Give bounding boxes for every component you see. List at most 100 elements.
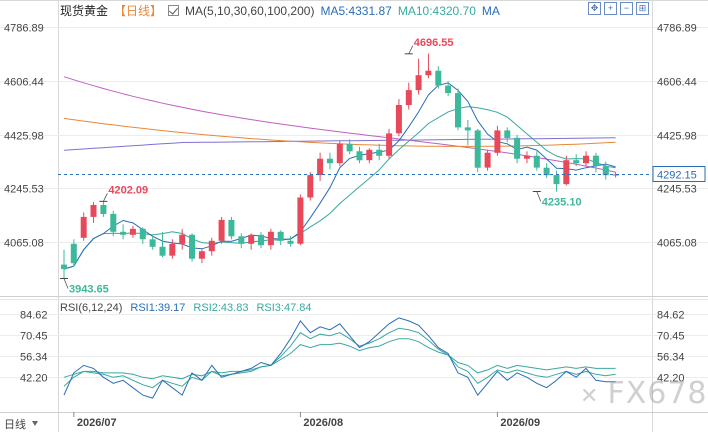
price-tick-left: 4606.44 xyxy=(4,77,44,89)
rsi-tick-right: 56.34 xyxy=(657,352,685,364)
ma30-line xyxy=(63,76,616,173)
candle-body xyxy=(179,234,186,244)
candle-body xyxy=(386,133,393,156)
candle-body xyxy=(110,213,117,232)
candle-body xyxy=(425,70,432,76)
price-tick-right: 4786.89 xyxy=(657,23,697,35)
main-chart-header: 现货黄金 【日线】 MA(5,10,30,60,100,200) MA5:433… xyxy=(60,2,500,19)
candle-body xyxy=(189,234,195,259)
candle-body xyxy=(139,228,146,240)
rsi3-line xyxy=(63,338,616,380)
ma-params-label[interactable]: MA(5,10,30,60,100,200) xyxy=(185,3,315,18)
rsi2-value: RSI2:43.83 xyxy=(193,302,249,314)
extreme-leader xyxy=(63,278,69,289)
current-price-label: 4292.15 xyxy=(657,170,697,182)
candle-body xyxy=(356,151,363,161)
rsi3-value: RSI3:47.84 xyxy=(256,302,312,314)
price-tick-left: 4245.53 xyxy=(4,184,44,196)
watermark-logo: ✕ FX678 xyxy=(580,376,708,411)
period-dropdown-icon xyxy=(32,421,38,426)
candle-body xyxy=(445,85,452,94)
price-tick-right: 4606.44 xyxy=(657,77,697,89)
candle-body xyxy=(70,243,77,264)
candle-body xyxy=(602,166,609,176)
rsi2-line xyxy=(63,327,616,389)
candle-body xyxy=(435,70,442,86)
price-tick-left: 4425.98 xyxy=(4,131,44,143)
grid-layer xyxy=(0,27,708,378)
candle-body xyxy=(592,155,599,167)
candle-body xyxy=(61,264,67,270)
candle-body xyxy=(159,246,166,256)
candle-body xyxy=(120,231,127,235)
candle-body xyxy=(129,228,136,235)
candle-body xyxy=(553,175,560,185)
candle-body xyxy=(228,219,235,237)
extreme-label: 4202.09 xyxy=(108,184,148,196)
price-tick-right: 4065.08 xyxy=(657,238,697,250)
rsi-tick-right: 42.20 xyxy=(657,373,685,385)
instrument-title: 现货黄金 xyxy=(60,4,109,18)
candle-body xyxy=(326,158,333,164)
tick-labels-layer: 4786.89 4786.89 4606.44 4606.44 4425.98 4425.… xyxy=(4,23,697,385)
candle-body xyxy=(464,127,471,131)
candle-body xyxy=(395,105,402,134)
candle-body xyxy=(90,205,97,217)
rsi-header: RSI(6,12,24) RSI1:39.17 RSI2:43.83 RSI3:… xyxy=(60,302,312,314)
candle-body xyxy=(277,231,284,241)
period-label[interactable]: 【日线】 xyxy=(114,4,163,18)
candle-body xyxy=(208,240,215,252)
x-tick-label: 2026/09 xyxy=(500,417,540,429)
watermark-symbol-icon: ✕ xyxy=(580,384,608,409)
candle-body xyxy=(543,167,550,176)
candle-body xyxy=(514,137,521,159)
ma-toggle-checkbox[interactable] xyxy=(168,5,180,16)
price-tick-left: 4786.89 xyxy=(4,23,44,35)
extreme-leader xyxy=(408,45,414,54)
rsi-tick-left: 70.45 xyxy=(20,331,48,343)
candle-body xyxy=(267,231,274,246)
candle-body xyxy=(583,155,589,164)
price-tick-left: 4065.08 xyxy=(4,238,44,250)
period-footer-label: 日线 xyxy=(4,417,26,431)
candle-body xyxy=(287,240,294,244)
x-labels-layer: 2026/07 2026/08 2026/09 日线 xyxy=(4,412,540,431)
extreme-label: 4235.10 xyxy=(542,197,582,209)
candle-body xyxy=(533,155,540,168)
zoom-in-icon[interactable]: + xyxy=(604,2,617,15)
crosshair-icon[interactable]: ✥ xyxy=(588,2,601,15)
x-tick-label: 2026/08 xyxy=(303,417,343,429)
rsi-tick-left: 42.20 xyxy=(20,373,48,385)
candle-body xyxy=(307,175,314,198)
candle-body xyxy=(474,130,481,168)
ma-more-value: MA xyxy=(481,3,500,18)
price-tick-right: 4425.98 xyxy=(657,131,697,143)
candle-body xyxy=(366,149,373,161)
candle-body xyxy=(346,143,353,152)
ma10-value: MA10:4320.70 xyxy=(397,3,476,18)
price-tick-right: 4245.53 xyxy=(657,184,697,196)
candle-body xyxy=(563,160,570,185)
rsi1-value: RSI1:39.17 xyxy=(130,302,186,314)
candle-body xyxy=(455,93,461,128)
zoom-out-icon[interactable]: − xyxy=(620,2,633,15)
watermark-text: FX678 xyxy=(607,376,708,411)
rsi-tick-right: 70.45 xyxy=(657,331,685,343)
add-icon[interactable]: ⊞ xyxy=(636,2,649,15)
candle-body xyxy=(248,234,255,244)
extreme-label: 3943.65 xyxy=(69,283,109,295)
candle-body xyxy=(494,130,501,153)
rsi-params-label[interactable]: RSI(6,12,24) xyxy=(60,302,123,314)
candle-body xyxy=(198,251,205,259)
ma10-line xyxy=(63,106,616,270)
candle-body xyxy=(415,75,422,91)
candle-body xyxy=(238,236,245,244)
rsi-tick-right: 84.62 xyxy=(657,310,685,322)
candle-body xyxy=(258,234,264,246)
rsi-tick-left: 84.62 xyxy=(20,310,48,322)
rsi-lines-layer xyxy=(63,317,616,399)
candle-body xyxy=(405,90,412,105)
candle-body xyxy=(317,158,324,176)
rsi-tick-left: 56.34 xyxy=(20,352,48,364)
